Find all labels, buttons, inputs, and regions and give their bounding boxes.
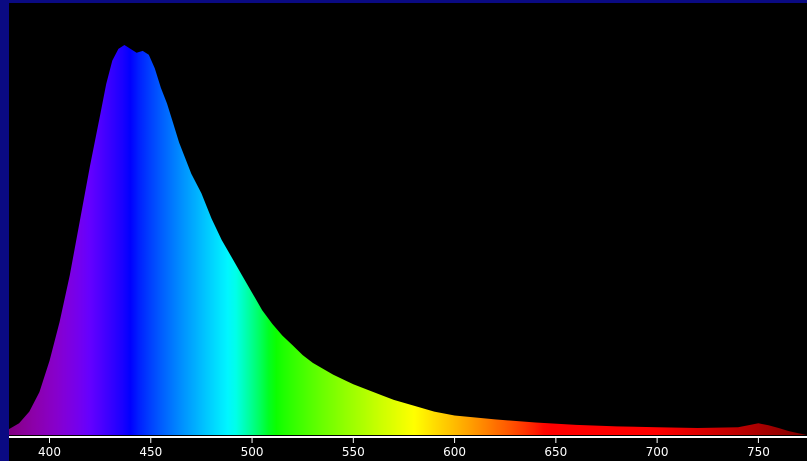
x-tick-label: 750 <box>747 445 770 459</box>
x-tick-label: 600 <box>443 445 466 459</box>
x-tick-label: 450 <box>139 445 162 459</box>
x-tick-label: 400 <box>38 445 61 459</box>
x-tick-label: 550 <box>342 445 365 459</box>
x-tick-label: 700 <box>646 445 669 459</box>
spectrum-svg: 400 450 500 550 600 650 700 750 <box>9 3 807 461</box>
x-tick-label: 500 <box>241 445 264 459</box>
x-axis: 400 450 500 550 600 650 700 750 <box>9 436 807 459</box>
spectrum-chart: 400 450 500 550 600 650 700 750 <box>9 3 807 461</box>
x-tick-label: 650 <box>544 445 567 459</box>
spectrum-series-area <box>9 45 807 435</box>
series-group <box>9 45 807 435</box>
